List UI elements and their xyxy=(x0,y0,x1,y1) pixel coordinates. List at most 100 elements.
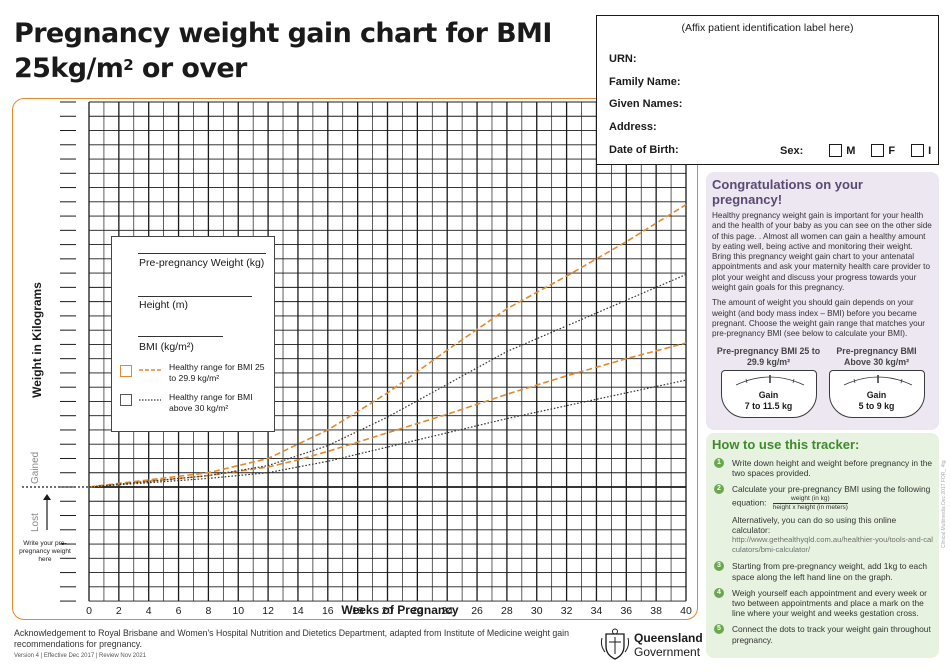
x-tick-label: 10 xyxy=(232,605,244,617)
howto-step-5: 5 Connect the dots to track your weight g… xyxy=(712,624,933,645)
chart-frame xyxy=(12,98,698,620)
sex-label: Sex: xyxy=(780,144,804,157)
howto-step-4: 4 Weigh yourself each appointment and eve… xyxy=(712,587,933,619)
title-line-1: Pregnancy weight gain chart for BMI xyxy=(14,18,552,49)
gauge-text: Gain 5 to 9 kg xyxy=(830,390,924,412)
patient-id-box[interactable]: (Affix patient identification label here… xyxy=(596,15,939,165)
series-line-dotted-upper xyxy=(88,273,687,488)
bmi1-range: 7 to 11.5 kg xyxy=(744,401,793,411)
x-tick-label: 22 xyxy=(412,605,424,617)
step-2-text: Calculate your pre-pregnancy BMI using t… xyxy=(732,484,931,508)
gauge-icon: Gain 7 to 11.5 kg xyxy=(720,370,817,418)
info-fields-box: Pre-pregnancy Weight (kg) Height (m) BMI… xyxy=(111,236,275,432)
page-title: Pregnancy weight gain chart for BMI 25kg… xyxy=(14,16,574,86)
address-field: Address: xyxy=(609,121,657,133)
x-tick-label: 8 xyxy=(205,605,211,617)
acknowledgement: Acknowledgement to Royal Brisbane and Wo… xyxy=(14,628,570,649)
bmi-underline xyxy=(138,336,223,337)
dob-field: Date of Birth: xyxy=(609,144,679,156)
series-line-dotted-lower xyxy=(88,379,687,488)
congrats-heading: Congratulations on your pregnancy! xyxy=(712,177,863,207)
x-tick-label: 4 xyxy=(146,605,152,617)
gauge-ticks xyxy=(735,375,804,386)
x-tick-label: 40 xyxy=(680,605,692,617)
congrats-paragraph-1: Healthy pregnancy weight gain is importa… xyxy=(712,211,932,293)
x-tick-label: 14 xyxy=(292,605,304,617)
bmi-calculator-link[interactable]: http://www.gethealthyqld.com.au/healthie… xyxy=(732,535,933,555)
x-tick-label: 32 xyxy=(561,605,573,617)
x-tick-label: 26 xyxy=(471,605,483,617)
howto-heading: How to use this tracker: xyxy=(712,437,860,452)
sex-i-checkbox[interactable] xyxy=(911,144,925,157)
eq-denominator: height x height (in meters) xyxy=(772,503,848,511)
sex-f-label: F xyxy=(888,144,896,157)
eq-numerator: weight (in kg) xyxy=(772,495,848,504)
step-3-text: Starting from pre-pregnancy weight, add … xyxy=(732,561,928,582)
x-tick-label: 36 xyxy=(620,605,632,617)
x-tick-label: 20 xyxy=(382,605,394,617)
queensland-government-logo: Queensland Government xyxy=(600,628,703,660)
bmi-gauge-25-29-heading: Pre-pregnancy BMI 25 to 29.9 kg/m² xyxy=(716,346,821,367)
title-superscript: 2 xyxy=(123,56,134,74)
x-tick-label: 34 xyxy=(591,605,603,617)
x-axis-title: Weeks of Pregnancy xyxy=(341,603,459,617)
gained-label: Gained xyxy=(30,451,41,484)
logo-name: Queensland xyxy=(634,631,703,645)
lost-label: Lost xyxy=(30,513,41,532)
legend-orange-label: Healthy range for BMI 25 to 29.9 kg/m² xyxy=(169,362,265,383)
x-tick-label: 6 xyxy=(176,605,182,617)
x-tick-label: 16 xyxy=(322,605,334,617)
series-line-dashed-upper xyxy=(88,204,687,488)
urn-field: URN: xyxy=(609,53,637,65)
howto-step-1: 1 Write down height and weight before pre… xyxy=(712,458,933,478)
x-tick-label: 2 xyxy=(116,605,122,617)
y-axis-title: Weight in Kilograms xyxy=(30,282,44,398)
step-number-icon: 4 xyxy=(714,587,724,598)
title-line-2-end: or over xyxy=(133,53,247,84)
weight-underline xyxy=(138,253,266,254)
howto-step-2: 2 Calculate your pre-pregnancy BMI using … xyxy=(712,484,933,555)
weight-gain-chart: 0 2 4 6 8 10 12 14 16 18 20 22 24 26 28 30 32 34 36 38 40 xyxy=(22,101,692,617)
congrats-panel: Congratulations on your pregnancy! Healt… xyxy=(706,172,939,430)
step-2-alt: Alternatively, you can do so using this … xyxy=(732,514,897,535)
x-tick-label: 30 xyxy=(531,605,543,617)
logo-government: Government xyxy=(634,645,701,659)
bmi1-gain: Gain xyxy=(758,390,779,400)
step-number-icon: 5 xyxy=(714,624,724,635)
height-label: Height (m) xyxy=(139,299,189,311)
title-line-2-main: 25kg/m xyxy=(14,53,124,84)
step-number-icon: 2 xyxy=(714,484,724,495)
x-tick-label: 18 xyxy=(352,605,364,617)
sex-i-label: I xyxy=(928,144,932,157)
up-arrow-icon xyxy=(43,494,51,530)
bmi-label: BMI (kg/m²) xyxy=(139,341,194,353)
x-tick-label: 0 xyxy=(86,605,92,617)
side-code: Clinical Multimedia Dec 2017 FOR_ 4tg xyxy=(941,460,947,548)
step-5-text: Connect the dots to track your weight ga… xyxy=(732,624,931,645)
bmi-equation: weight (in kg) height x height (in meters… xyxy=(772,495,848,512)
baseline-note: Write your pre-pregnancy weight here xyxy=(19,540,71,563)
step-4-text: Weigh yourself each appointment and ever… xyxy=(732,587,927,619)
crest-icon xyxy=(600,628,630,660)
sex-m-checkbox[interactable] xyxy=(829,144,843,157)
given-names-field: Given Names: xyxy=(609,98,683,110)
gauge-text: Gain 7 to 11.5 kg xyxy=(722,390,816,412)
bmi-gauge-30-heading: Pre-pregnancy BMI Above 30 kg/m² xyxy=(836,346,917,367)
sex-f-checkbox[interactable] xyxy=(871,144,885,157)
bmi-gauge-30: Pre-pregnancy BMI Above 30 kg/m² Gain 5 t… xyxy=(824,346,929,418)
step-number-icon: 1 xyxy=(714,458,724,468)
weight-label: Pre-pregnancy Weight (kg) xyxy=(139,257,265,269)
sex-m-label: M xyxy=(846,144,856,157)
legend-black-swatch xyxy=(120,394,132,406)
x-tick-label: 12 xyxy=(262,605,274,617)
height-underline xyxy=(138,296,252,297)
gauge-ticks xyxy=(843,375,912,386)
bmi-gauge-25-29: Pre-pregnancy BMI 25 to 29.9 kg/m² Gain 7… xyxy=(716,346,821,418)
howto-step-3: 3 Starting from pre-pregnancy weight, add… xyxy=(712,561,933,582)
step-1-text: Write down height and weight before preg… xyxy=(732,458,933,479)
x-tick-label: 24 xyxy=(441,605,453,617)
legend-orange-swatch xyxy=(120,365,132,377)
legend-orange-line xyxy=(139,369,161,371)
x-tick-label: 38 xyxy=(650,605,662,617)
howto-panel: How to use this tracker: 1 Write down hei… xyxy=(706,433,939,658)
